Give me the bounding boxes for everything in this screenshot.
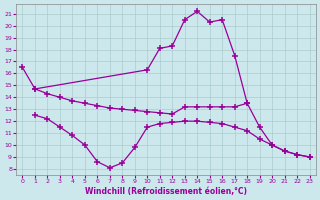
X-axis label: Windchill (Refroidissement éolien,°C): Windchill (Refroidissement éolien,°C) bbox=[85, 187, 247, 196]
